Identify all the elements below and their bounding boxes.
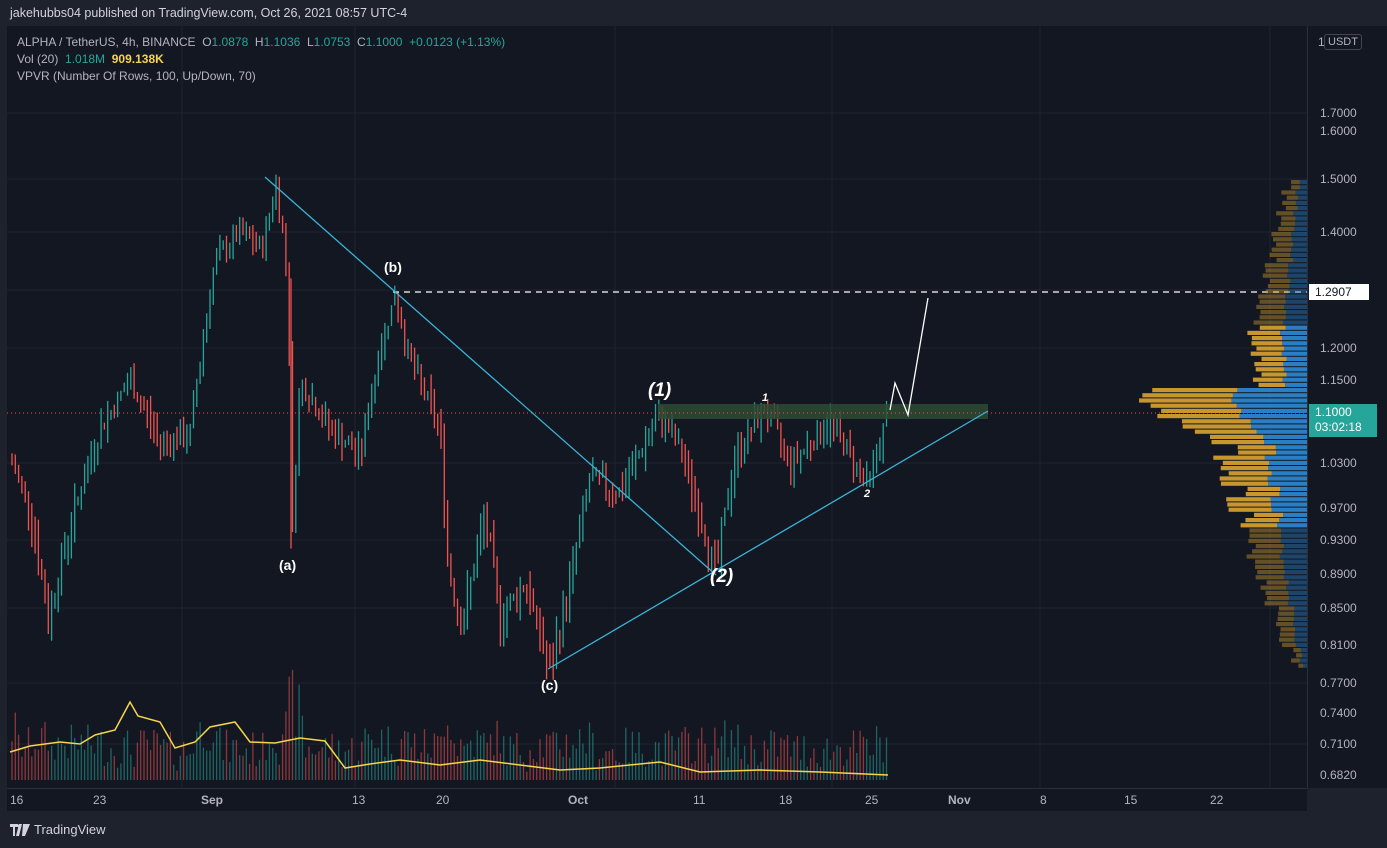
time-tick: 8: [1040, 793, 1047, 807]
wave-label-a: (a): [279, 557, 297, 573]
price-tick: 1.5000: [1320, 172, 1357, 186]
time-tick: 13: [352, 793, 366, 807]
target-price-tag: 1.2907: [1309, 284, 1369, 300]
high-value: 1.1036: [263, 35, 301, 49]
time-tick: 18: [779, 793, 793, 807]
price-tick: 0.7700: [1320, 676, 1357, 690]
open-value: 1.0878: [211, 35, 249, 49]
last-price-tag: 1.1000 03:02:18: [1309, 404, 1377, 437]
time-tick: 25: [865, 793, 879, 807]
time-axis[interactable]: [7, 788, 1307, 811]
price-tick: 0.9700: [1320, 501, 1357, 515]
vpvr-label: VPVR (Number Of Rows, 100, Up/Down, 70): [17, 69, 256, 83]
price-tick: 0.8100: [1320, 638, 1357, 652]
time-tick: 15: [1124, 793, 1138, 807]
price-tick: 0.8900: [1320, 567, 1357, 581]
volume-legend[interactable]: Vol (20) 1.018M 909.138K: [17, 51, 505, 68]
price-tick: 0.9300: [1320, 533, 1357, 547]
price-tick: 1.6000: [1320, 124, 1357, 138]
close-value: 1.1000: [365, 35, 403, 49]
time-tick: 11: [693, 793, 706, 807]
subwave-label-1: 1: [762, 392, 769, 404]
bar-countdown: 03:02:18: [1315, 420, 1362, 434]
time-tick: 23: [93, 793, 107, 807]
footer: [0, 811, 1387, 848]
close-label: C: [357, 35, 366, 49]
time-tick: 16: [10, 793, 24, 807]
vpvr-legend[interactable]: VPVR (Number Of Rows, 100, Up/Down, 70): [17, 68, 505, 85]
last-price: 1.1000: [1315, 405, 1352, 419]
symbol-legend[interactable]: ALPHA / TetherUS, 4h, BINANCE O1.0878 H1…: [17, 34, 505, 51]
wave-label-1: (1): [648, 380, 672, 401]
time-tick: Nov: [948, 793, 971, 807]
open-label: O: [202, 35, 212, 49]
time-tick: Sep: [201, 793, 224, 807]
change-value: +0.0123 (+1.13%): [409, 35, 506, 49]
chart-legend: ALPHA / TetherUS, 4h, BINANCE O1.0878 H1…: [17, 34, 505, 85]
price-tick: 1.0300: [1320, 456, 1357, 470]
chart-pane[interactable]: [7, 26, 1307, 788]
tradingview-logo[interactable]: TradingView: [10, 822, 106, 837]
price-scale-prefix: 1: [1318, 35, 1325, 49]
low-value: 1.0753: [313, 35, 351, 49]
price-tick: 0.8500: [1320, 601, 1357, 615]
price-tick: 1.4000: [1320, 225, 1357, 239]
brand-name: TradingView: [34, 822, 106, 837]
price-tick: 1.1500: [1320, 373, 1357, 387]
time-tick: 20: [436, 793, 450, 807]
wave-label-c: (c): [541, 677, 559, 693]
price-tick: 0.7100: [1320, 737, 1357, 751]
price-tick: 1.2000: [1320, 341, 1357, 355]
symbol-info: ALPHA / TetherUS, 4h, BINANCE: [17, 35, 196, 49]
tradingview-logo-icon: [10, 823, 30, 836]
volume-value: 1.018M: [65, 52, 106, 66]
price-tick: 0.6820: [1320, 768, 1357, 782]
price-tick: 0.7400: [1320, 706, 1357, 720]
wave-label-b: (b): [384, 259, 402, 275]
volume-ma-value: 909.138K: [111, 52, 164, 66]
time-tick: Oct: [568, 793, 589, 807]
wave-label-2: (2): [710, 566, 734, 587]
low-label: L: [306, 35, 314, 49]
volume-label: Vol (20): [17, 52, 59, 66]
high-label: H: [254, 35, 264, 49]
price-tick: 1.7000: [1320, 106, 1357, 120]
publish-info: jakehubbs04 published on TradingView.com…: [10, 6, 408, 20]
subwave-label-2: 2: [864, 488, 871, 500]
time-tick: 22: [1210, 793, 1224, 807]
currency-button[interactable]: USDT: [1324, 34, 1362, 50]
publish-header: jakehubbs04 published on TradingView.com…: [0, 0, 1387, 26]
